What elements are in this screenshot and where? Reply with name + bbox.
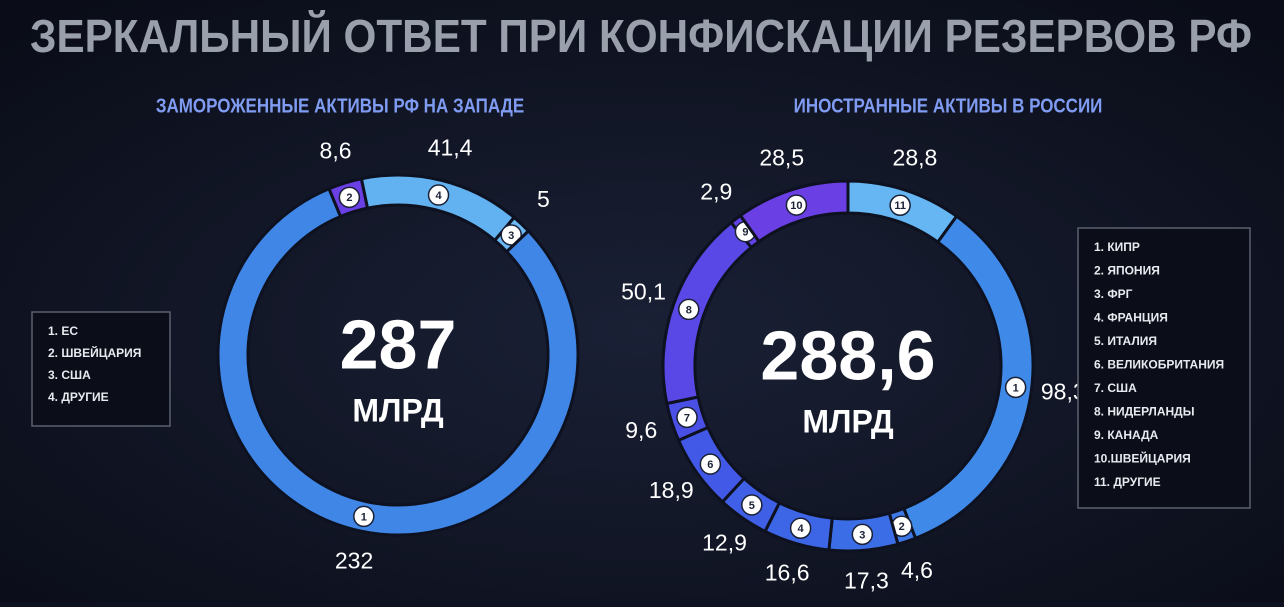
segment-marker-number: 2 bbox=[346, 192, 352, 204]
segment-marker bbox=[676, 406, 698, 429]
center-value: 287 bbox=[340, 305, 457, 383]
segment-marker bbox=[427, 184, 450, 206]
segment-marker-number: 3 bbox=[859, 529, 865, 541]
value-label: 12,9 bbox=[702, 530, 747, 556]
segment-marker bbox=[889, 194, 911, 216]
chart-subtitle: ЗАМОРОЖЕННЫЕ АКТИВЫ РФ НА ЗАПАДЕ bbox=[156, 94, 524, 117]
value-label: 5 bbox=[537, 186, 550, 212]
value-label: 28,8 bbox=[893, 145, 938, 171]
value-label: 232 bbox=[335, 547, 373, 573]
value-label: 16,6 bbox=[765, 559, 810, 585]
legend-entry: 4. ФРАНЦИЯ bbox=[1094, 311, 1168, 325]
segment-marker-number: 7 bbox=[684, 412, 690, 424]
legend-entry: 1. КИПР bbox=[1094, 240, 1140, 254]
legend-entry: 5. ИТАЛИЯ bbox=[1094, 334, 1157, 348]
legend-entry: 9. КАНАДА bbox=[1094, 428, 1159, 442]
segment-marker-number: 4 bbox=[435, 190, 442, 202]
segment-marker bbox=[500, 224, 522, 246]
value-label: 17,3 bbox=[844, 567, 889, 593]
value-label: 2,9 bbox=[700, 179, 732, 205]
segment-marker bbox=[785, 194, 808, 216]
segment-marker bbox=[699, 453, 722, 475]
value-label: 9,6 bbox=[625, 417, 657, 443]
legend-entry: 2. ЯПОНИЯ bbox=[1094, 264, 1160, 278]
value-label: 50,1 bbox=[621, 278, 666, 304]
legend-entry: 3. США bbox=[48, 368, 91, 382]
legend-entry: 3. ФРГ bbox=[1094, 287, 1133, 301]
legend-entry: 8. НИДЕРЛАНДЫ bbox=[1094, 405, 1194, 419]
legend-entry: 2. ШВЕЙЦАРИЯ bbox=[48, 345, 141, 360]
legend-entry: 1. ЕС bbox=[48, 324, 78, 338]
segment-marker-number: 1 bbox=[1013, 382, 1019, 394]
segment-marker bbox=[789, 517, 812, 539]
segment-marker-number: 11 bbox=[894, 200, 906, 212]
legend-entry: 7. США bbox=[1094, 381, 1137, 395]
center-unit: МЛРД bbox=[802, 403, 893, 439]
value-label: 28,5 bbox=[759, 144, 804, 170]
segment-marker-number: 10 bbox=[790, 200, 802, 212]
legend-box bbox=[31, 311, 171, 427]
segment-marker-number: 1 bbox=[361, 511, 367, 523]
legend-entry: 10.ШВЕЙЦАРИЯ bbox=[1094, 451, 1191, 466]
segment-marker-number: 9 bbox=[742, 227, 748, 239]
segment-marker-number: 3 bbox=[508, 230, 514, 242]
segment-marker-number: 6 bbox=[707, 459, 713, 471]
legend-entry: 6. ВЕЛИКОБРИТАНИЯ bbox=[1094, 358, 1224, 372]
legend-box bbox=[1077, 227, 1251, 509]
segment-marker bbox=[353, 505, 375, 528]
segment-marker-number: 8 bbox=[686, 304, 692, 316]
center-unit: МЛРД bbox=[352, 392, 443, 428]
segment-marker bbox=[1004, 376, 1027, 399]
segment-marker-number: 2 bbox=[899, 521, 905, 533]
segment-marker-number: 5 bbox=[749, 500, 755, 512]
segment-marker bbox=[338, 186, 361, 209]
value-label: 4,6 bbox=[901, 557, 933, 583]
center-value: 288,6 bbox=[760, 316, 935, 394]
segment-marker bbox=[741, 494, 763, 516]
segment-marker bbox=[851, 523, 874, 546]
value-label: 18,9 bbox=[649, 477, 694, 503]
chart-subtitle: ИНОСТРАННЫЕ АКТИВЫ В РОССИИ bbox=[794, 94, 1103, 117]
page-title: ЗЕРКАЛЬНЫЙ ОТВЕТ ПРИ КОНФИСКАЦИИ РЕЗЕРВО… bbox=[30, 10, 1252, 62]
legend-entry: 4. ДРУГИЕ bbox=[48, 390, 109, 404]
legend-entry: 11. ДРУГИЕ bbox=[1094, 475, 1161, 489]
value-label: 41,4 bbox=[428, 135, 473, 161]
segment-marker bbox=[678, 298, 700, 321]
segment-marker-number: 4 bbox=[798, 523, 805, 535]
donut-segment bbox=[216, 186, 580, 537]
value-label: 8,6 bbox=[320, 137, 352, 163]
